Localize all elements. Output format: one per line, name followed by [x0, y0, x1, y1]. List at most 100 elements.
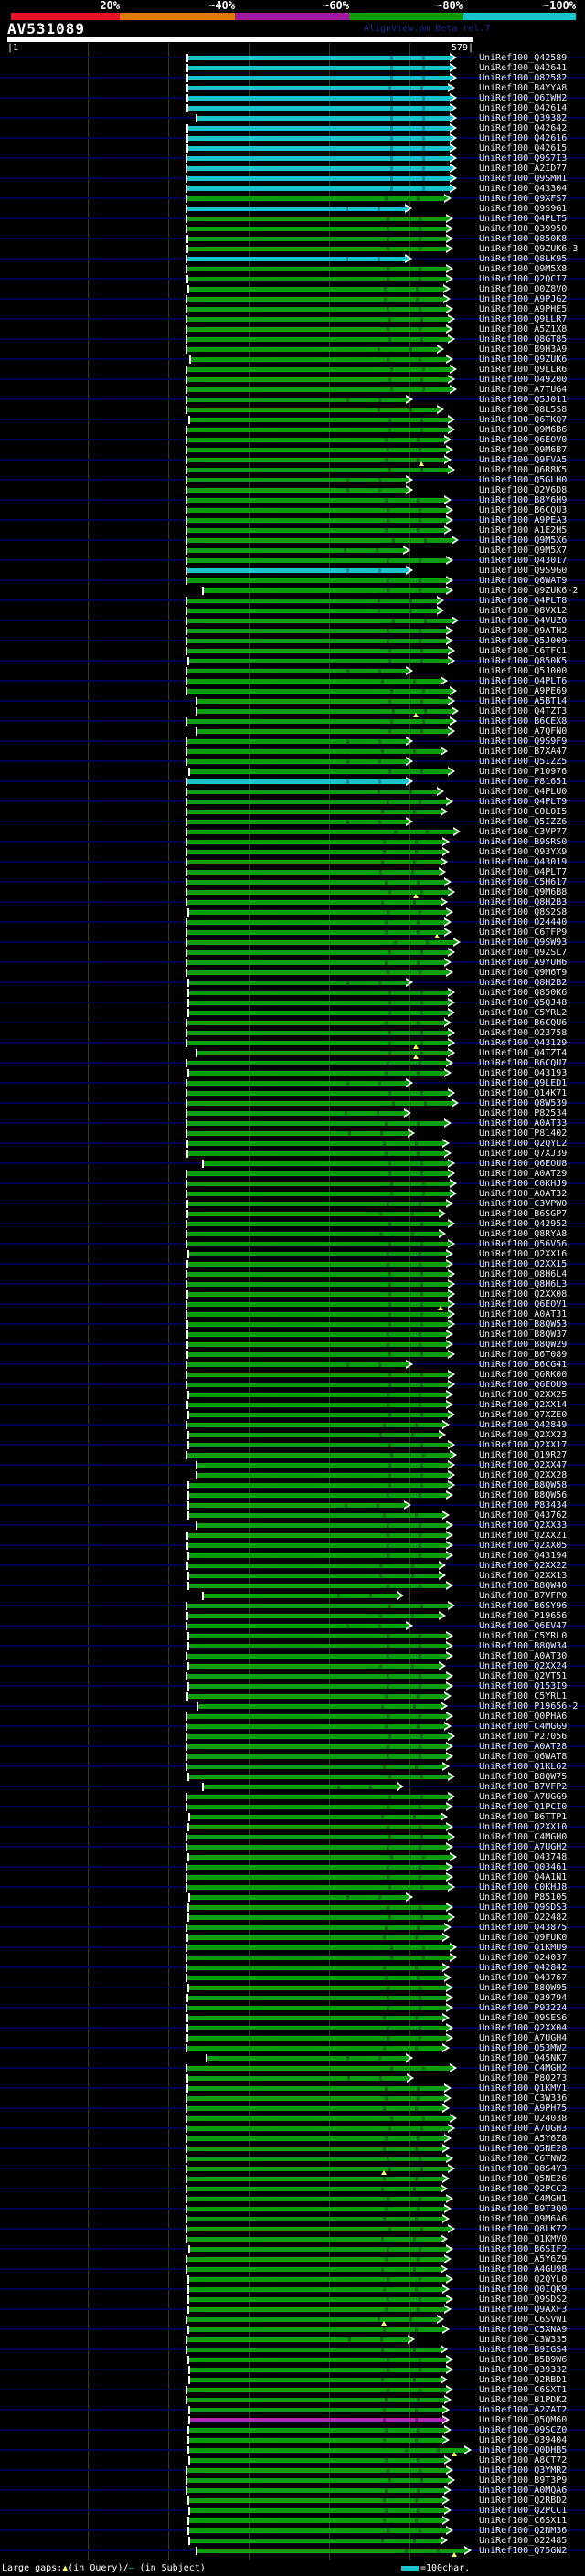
subject-label[interactable]: UniRef100_P93224 — [479, 2003, 568, 2013]
subject-label[interactable]: UniRef100_Q9M6A6 — [479, 2214, 568, 2224]
subject-label[interactable]: UniRef100_Q4PLT9 — [479, 797, 568, 807]
subject-label[interactable]: UniRef100_Q39382 — [479, 113, 568, 123]
subject-label[interactable]: UniRef100_Q9M5X7 — [479, 546, 568, 556]
subject-label[interactable]: UniRef100_Q43762 — [479, 1511, 568, 1521]
subject-label[interactable]: UniRef100_B6TTP1 — [479, 1812, 568, 1822]
subject-label[interactable]: UniRef100_Q9ZUK6-3 — [479, 244, 579, 254]
subject-label[interactable]: UniRef100_Q2XX25 — [479, 1390, 568, 1400]
subject-label[interactable]: UniRef100_P19656 — [479, 1611, 568, 1621]
subject-label[interactable]: UniRef100_Q9SCZ0 — [479, 2425, 568, 2435]
subject-label[interactable]: UniRef100_B8QW75 — [479, 1772, 568, 1782]
subject-label[interactable]: UniRef100_Q2XX14 — [479, 1400, 568, 1410]
subject-label[interactable]: UniRef100_P27056 — [479, 1732, 568, 1742]
subject-label[interactable]: UniRef100_B6CQU3 — [479, 505, 568, 515]
subject-label[interactable]: UniRef100_B5B9W6 — [479, 2355, 568, 2365]
subject-label[interactable]: UniRef100_Q14K71 — [479, 1088, 568, 1098]
subject-label[interactable]: UniRef100_A7UGG9 — [479, 1792, 568, 1802]
subject-label[interactable]: UniRef100_Q43193 — [479, 1068, 568, 1078]
subject-label[interactable]: UniRef100_Q2XX21 — [479, 1531, 568, 1541]
subject-label[interactable]: UniRef100_C6SX11 — [479, 2516, 568, 2526]
subject-label[interactable]: UniRef100_Q2XX33 — [479, 1521, 568, 1531]
subject-label[interactable]: UniRef100_Q4TZT3 — [479, 706, 568, 716]
subject-label[interactable]: UniRef100_Q9S7I3 — [479, 154, 568, 164]
subject-label[interactable]: UniRef100_B1PDK2 — [479, 2395, 568, 2405]
subject-label[interactable]: UniRef100_A2ID77 — [479, 164, 568, 174]
subject-label[interactable]: UniRef100_Q42589 — [479, 53, 568, 63]
subject-label[interactable]: UniRef100_Q8LK95 — [479, 254, 568, 264]
subject-label[interactable]: UniRef100_Q56V56 — [479, 1239, 568, 1249]
subject-label[interactable]: UniRef100_C3VPW0 — [479, 1199, 568, 1209]
subject-label[interactable]: UniRef100_B6SY96 — [479, 1601, 568, 1611]
subject-label[interactable]: UniRef100_B9H3A9 — [479, 345, 568, 355]
subject-label[interactable]: UniRef100_Q4PLT6 — [479, 676, 568, 686]
subject-label[interactable]: UniRef100_Q2XX13 — [479, 1571, 568, 1581]
subject-label[interactable]: UniRef100_C3VP77 — [479, 827, 568, 837]
subject-label[interactable]: UniRef100_C5YRL2 — [479, 1008, 568, 1018]
subject-label[interactable]: UniRef100_O22482 — [479, 1913, 568, 1923]
subject-label[interactable]: UniRef100_O49200 — [479, 375, 568, 385]
subject-label[interactable]: UniRef100_Q5NE26 — [479, 2174, 568, 2184]
subject-label[interactable]: UniRef100_C3W336 — [479, 2094, 568, 2104]
subject-label[interactable]: UniRef100_A9PJG2 — [479, 294, 568, 304]
subject-label[interactable]: UniRef100_Q39332 — [479, 2365, 568, 2375]
subject-label[interactable]: UniRef100_Q9S9G1 — [479, 204, 568, 214]
subject-label[interactable]: UniRef100_Q5J011 — [479, 395, 568, 405]
subject-label[interactable]: UniRef100_Q6EOU8 — [479, 1159, 568, 1169]
subject-label[interactable]: UniRef100_Q6TKQ7 — [479, 415, 568, 425]
subject-label[interactable]: UniRef100_O24440 — [479, 917, 568, 928]
subject-label[interactable]: UniRef100_Q2VT51 — [479, 1671, 568, 1681]
subject-label[interactable]: UniRef100_Q2XX24 — [479, 1661, 568, 1671]
subject-label[interactable]: UniRef100_Q8H6L4 — [479, 1269, 568, 1279]
subject-label[interactable]: UniRef100_Q6R8K5 — [479, 465, 568, 475]
subject-label[interactable]: UniRef100_B6CEX8 — [479, 716, 568, 726]
subject-label[interactable]: UniRef100_Q2RBD2 — [479, 2496, 568, 2506]
subject-label[interactable]: UniRef100_Q2XX23 — [479, 1430, 568, 1440]
subject-label[interactable]: UniRef100_Q9S9G0 — [479, 566, 568, 576]
subject-label[interactable]: UniRef100_A0AT33 — [479, 1118, 568, 1129]
subject-label[interactable]: UniRef100_Q1PCI0 — [479, 1802, 568, 1812]
subject-label[interactable]: UniRef100_Q0Z8V0 — [479, 284, 568, 294]
subject-label[interactable]: UniRef100_Q2QCI7 — [479, 274, 568, 284]
subject-label[interactable]: UniRef100_Q8RYA8 — [479, 1229, 568, 1239]
subject-label[interactable]: UniRef100_Q8GT85 — [479, 334, 568, 345]
subject-label[interactable]: UniRef100_P80273 — [479, 2073, 568, 2083]
subject-label[interactable]: UniRef100_Q43129 — [479, 1038, 568, 1048]
subject-label[interactable]: UniRef100_Q8VX12 — [479, 606, 568, 616]
subject-label[interactable]: UniRef100_Q43875 — [479, 1923, 568, 1933]
subject-label[interactable]: UniRef100_C6TFP9 — [479, 928, 568, 938]
subject-label[interactable]: UniRef100_A9PH75 — [479, 2104, 568, 2114]
subject-label[interactable]: UniRef100_A0AT32 — [479, 1189, 568, 1199]
subject-label[interactable]: UniRef100_B8QW29 — [479, 1340, 568, 1350]
subject-label[interactable]: UniRef100_Q75GN2 — [479, 2546, 568, 2556]
subject-label[interactable]: UniRef100_Q53MW2 — [479, 2043, 568, 2053]
subject-label[interactable]: UniRef100_B7VFP0 — [479, 1591, 568, 1601]
subject-label[interactable]: UniRef100_B9SRS0 — [479, 837, 568, 847]
subject-label[interactable]: UniRef100_Q8H2B2 — [479, 978, 568, 988]
subject-label[interactable]: UniRef100_C0LOI5 — [479, 807, 568, 817]
subject-label[interactable]: UniRef100_Q42615 — [479, 143, 568, 154]
subject-label[interactable]: UniRef100_A8CT72 — [479, 2455, 568, 2465]
subject-label[interactable]: UniRef100_Q9SDS2 — [479, 2295, 568, 2305]
subject-label[interactable]: UniRef100_Q4PLU0 — [479, 787, 568, 797]
subject-label[interactable]: UniRef100_B9T3P9 — [479, 2475, 568, 2486]
subject-label[interactable]: UniRef100_B6CQU7 — [479, 1058, 568, 1068]
subject-label[interactable]: UniRef100_P81651 — [479, 777, 568, 787]
subject-label[interactable]: UniRef100_Q7XJ39 — [479, 1149, 568, 1159]
subject-label[interactable]: UniRef100_Q0PHA6 — [479, 1712, 568, 1722]
subject-label[interactable]: UniRef100_B6T089 — [479, 1350, 568, 1360]
subject-label[interactable]: UniRef100_Q9SW93 — [479, 938, 568, 948]
subject-label[interactable]: UniRef100_Q2XX47 — [479, 1460, 568, 1470]
subject-label[interactable]: UniRef100_A0AT29 — [479, 1169, 568, 1179]
subject-label[interactable]: UniRef100_Q5NE28 — [479, 2144, 568, 2154]
subject-label[interactable]: UniRef100_Q9AXF3 — [479, 2305, 568, 2315]
subject-label[interactable]: UniRef100_Q8H2B3 — [479, 897, 568, 907]
subject-label[interactable]: UniRef100_Q9S9F9 — [479, 737, 568, 747]
subject-label[interactable]: UniRef100_Q9ZUK6-2 — [479, 586, 579, 596]
subject-label[interactable]: UniRef100_A1E2H5 — [479, 525, 568, 535]
subject-label[interactable]: UniRef100_O82582 — [479, 73, 568, 83]
subject-label[interactable]: UniRef100_O24038 — [479, 2114, 568, 2124]
subject-label[interactable]: UniRef100_A0AT28 — [479, 1742, 568, 1752]
subject-label[interactable]: UniRef100_Q0IQK9 — [479, 2284, 568, 2295]
subject-label[interactable]: UniRef100_Q2XX16 — [479, 1249, 568, 1259]
subject-label[interactable]: UniRef100_Q42842 — [479, 1963, 568, 1973]
